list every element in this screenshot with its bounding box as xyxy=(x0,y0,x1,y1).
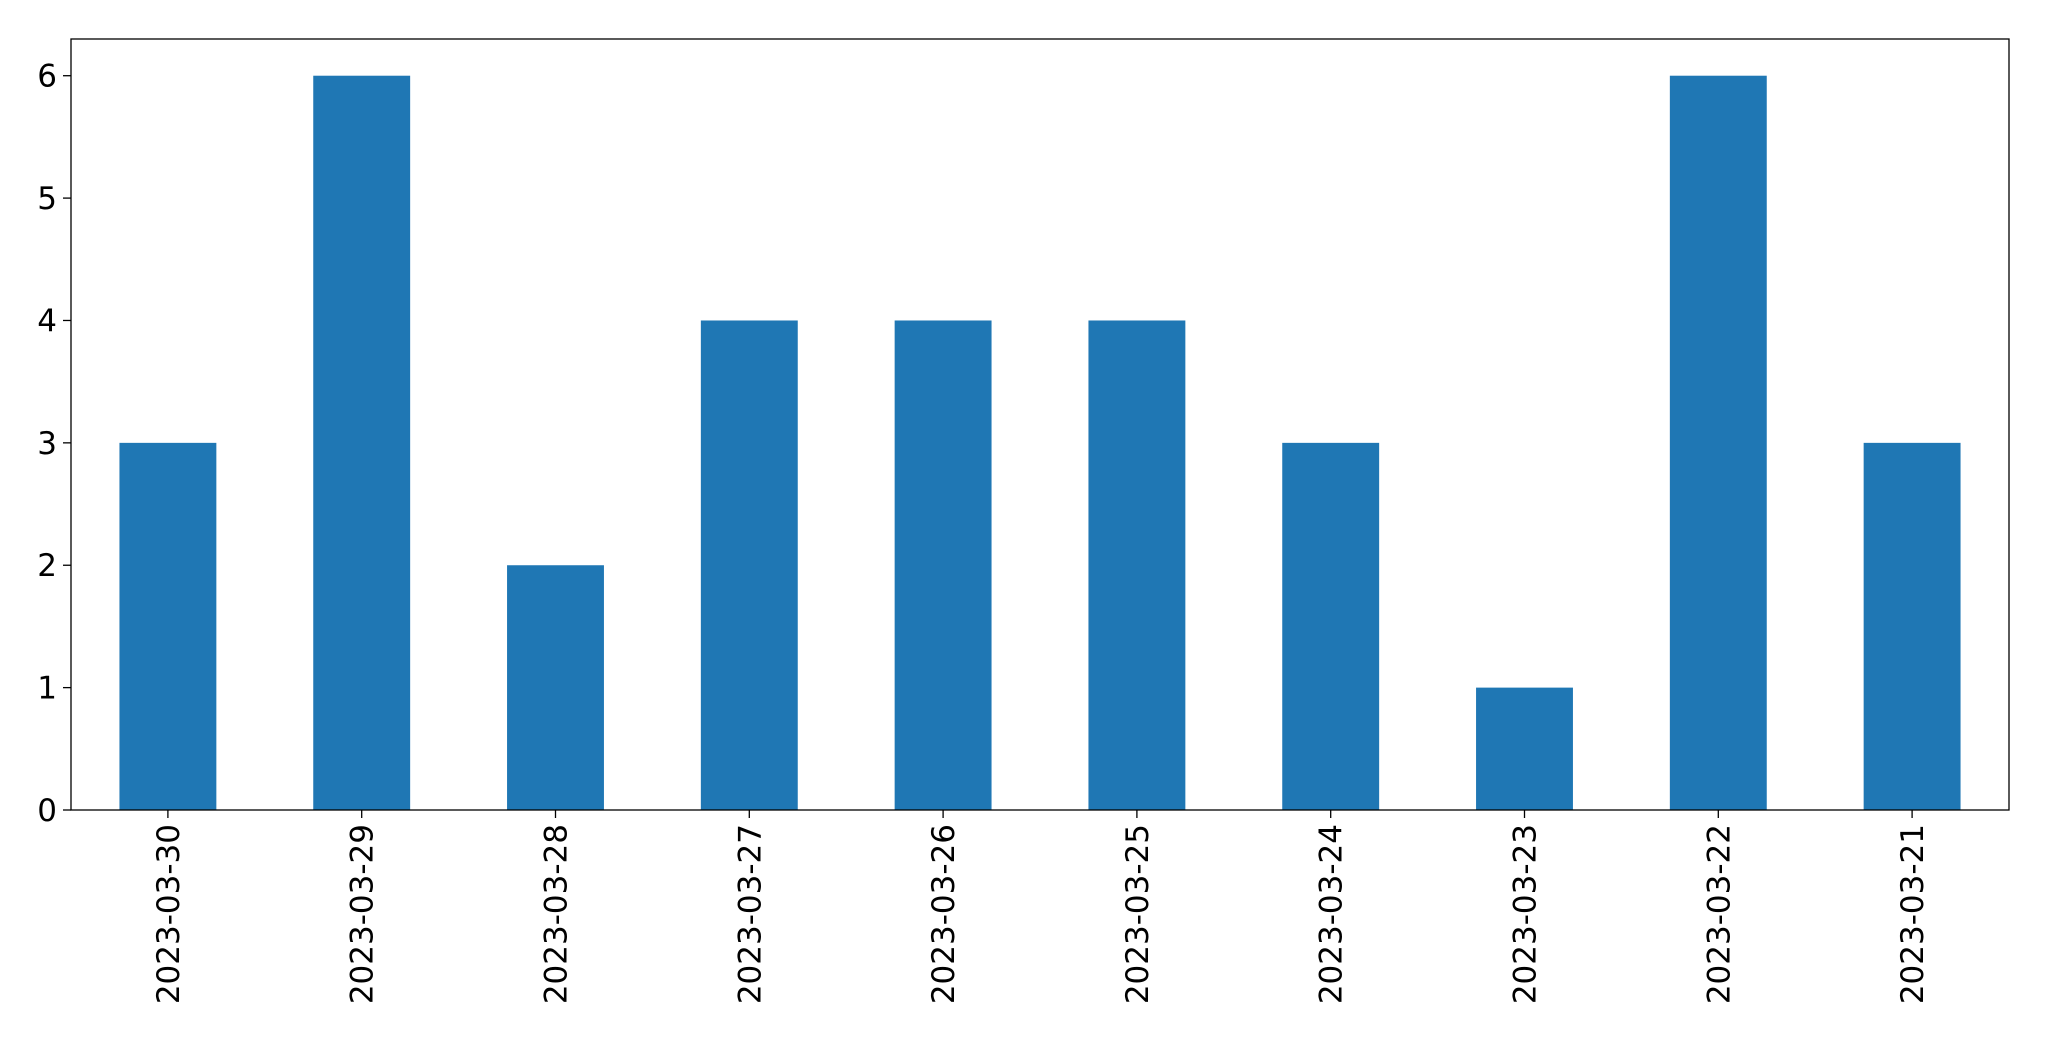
bar xyxy=(119,442,217,810)
y-tick-label: 0 xyxy=(37,793,57,829)
y-tick-label: 1 xyxy=(37,671,57,707)
x-tick-label: 2023-03-27 xyxy=(732,824,768,1004)
y-tick-label: 5 xyxy=(37,181,57,217)
bar xyxy=(700,320,798,810)
bar xyxy=(1863,442,1961,810)
x-tick-label: 2023-03-29 xyxy=(345,824,381,1004)
bar xyxy=(1669,75,1767,810)
x-tick-label: 2023-03-21 xyxy=(1895,824,1931,1004)
bar xyxy=(1476,687,1573,810)
x-tick-label: 2023-03-23 xyxy=(1508,824,1544,1004)
x-tick-label: 2023-03-22 xyxy=(1701,824,1737,1004)
bar xyxy=(1282,442,1380,810)
bar xyxy=(894,320,992,810)
bar xyxy=(313,75,411,810)
x-tick-label: 2023-03-28 xyxy=(539,824,575,1004)
bar xyxy=(507,565,604,810)
y-tick-label: 6 xyxy=(37,59,57,95)
x-tick-label: 2023-03-26 xyxy=(926,824,962,1004)
plot-frame xyxy=(70,38,2010,811)
y-tick-label: 2 xyxy=(37,548,57,584)
y-tick-label: 3 xyxy=(37,426,57,462)
x-tick-label: 2023-03-25 xyxy=(1120,824,1156,1004)
y-tick-label: 4 xyxy=(37,303,57,339)
x-tick-label: 2023-03-24 xyxy=(1314,824,1350,1004)
bar xyxy=(1088,320,1186,810)
x-tick-label: 2023-03-30 xyxy=(151,824,187,1004)
